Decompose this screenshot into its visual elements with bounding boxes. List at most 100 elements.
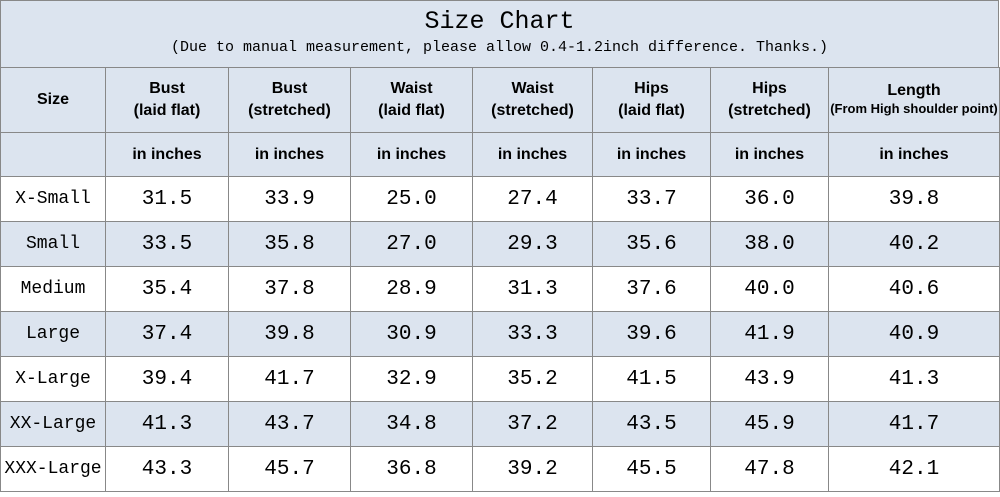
value-cell: 37.4: [105, 311, 229, 357]
units-row: in inches in inches in inches in inches in i…: [0, 132, 1000, 177]
unit-cell: in inches: [710, 132, 829, 177]
header-cell: Hips (stretched): [710, 67, 829, 133]
header-cell: Size: [0, 67, 106, 133]
header-cell: Hips (laid flat): [592, 67, 711, 133]
value-cell: 39.8: [228, 311, 351, 357]
data-row: Small 33.5 35.8 27.0 29.3 35.6 38.0 40.2: [0, 221, 1000, 267]
subtitle: (Due to manual measurement, please allow…: [170, 39, 829, 56]
header-text: (laid flat): [378, 102, 445, 119]
data-row: X-Large 39.4 41.7 32.9 35.2 41.5 43.9 41.3: [0, 356, 1000, 402]
value-cell: 41.5: [592, 356, 711, 402]
value-cell: 45.9: [710, 401, 829, 447]
header-row: Size Bust (laid flat) Bust (stretched) Waist (…: [0, 67, 1000, 133]
value-cell: 31.5: [105, 176, 229, 222]
value-cell: 27.4: [472, 176, 593, 222]
header-text: (From High shoulder point): [830, 101, 998, 116]
value-cell: 34.8: [350, 401, 473, 447]
value-cell: 41.3: [828, 356, 1000, 402]
value-cell: 29.3: [472, 221, 593, 267]
header-text: Waist: [511, 80, 554, 97]
title-box: Size Chart (Due to manual measurement, p…: [0, 0, 999, 68]
value-cell: 38.0: [710, 221, 829, 267]
header-text: (stretched): [248, 102, 331, 119]
value-cell: 35.2: [472, 356, 593, 402]
value-cell: 33.7: [592, 176, 711, 222]
value-cell: 41.7: [228, 356, 351, 402]
value-cell: 31.3: [472, 266, 593, 312]
size-cell: XXX-Large: [0, 446, 106, 492]
value-cell: 36.8: [350, 446, 473, 492]
header-text: Hips: [634, 80, 669, 97]
value-cell: 33.3: [472, 311, 593, 357]
header-text: (laid flat): [618, 102, 685, 119]
title: Size Chart: [424, 7, 575, 36]
value-cell: 41.3: [105, 401, 229, 447]
header-text: Bust: [149, 80, 185, 97]
data-row: X-Small 31.5 33.9 25.0 27.4 33.7 36.0 39.8: [0, 176, 1000, 222]
value-cell: 37.8: [228, 266, 351, 312]
value-cell: 41.7: [828, 401, 1000, 447]
header-cell: Waist (laid flat): [350, 67, 473, 133]
value-cell: 36.0: [710, 176, 829, 222]
size-cell: Small: [0, 221, 106, 267]
header-text: (stretched): [491, 102, 574, 119]
value-cell: 33.9: [228, 176, 351, 222]
size-cell: X-Small: [0, 176, 106, 222]
value-cell: 45.7: [228, 446, 351, 492]
size-table: Size Bust (laid flat) Bust (stretched) Waist (…: [0, 67, 1000, 492]
data-row: XX-Large 41.3 43.7 34.8 37.2 43.5 45.9 41.7: [0, 401, 1000, 447]
value-cell: 37.6: [592, 266, 711, 312]
empty-cell: [0, 132, 106, 177]
header-text: Length: [887, 82, 941, 99]
data-row: XXX-Large 43.3 45.7 36.8 39.2 45.5 47.8 42.1: [0, 446, 1000, 492]
header-text: Bust: [271, 80, 308, 97]
value-cell: 25.0: [350, 176, 473, 222]
value-cell: 43.9: [710, 356, 829, 402]
unit-cell: in inches: [828, 132, 1000, 177]
header-cell: Length (From High shoulder point): [828, 67, 1000, 133]
header-text: Waist: [390, 80, 433, 97]
unit-cell: in inches: [228, 132, 351, 177]
unit-cell: in inches: [472, 132, 593, 177]
size-cell: Medium: [0, 266, 106, 312]
value-cell: 43.3: [105, 446, 229, 492]
header-text: Hips: [752, 80, 787, 97]
value-cell: 39.4: [105, 356, 229, 402]
value-cell: 27.0: [350, 221, 473, 267]
value-cell: 43.7: [228, 401, 351, 447]
value-cell: 47.8: [710, 446, 829, 492]
data-row: Medium 35.4 37.8 28.9 31.3 37.6 40.0 40.6: [0, 266, 1000, 312]
unit-cell: in inches: [592, 132, 711, 177]
size-cell: X-Large: [0, 356, 106, 402]
value-cell: 41.9: [710, 311, 829, 357]
header-text: (laid flat): [133, 102, 201, 119]
value-cell: 42.1: [828, 446, 1000, 492]
value-cell: 35.6: [592, 221, 711, 267]
value-cell: 33.5: [105, 221, 229, 267]
header-text: Size: [36, 91, 69, 108]
value-cell: 39.8: [828, 176, 1000, 222]
size-cell: XX-Large: [0, 401, 106, 447]
value-cell: 32.9: [350, 356, 473, 402]
value-cell: 45.5: [592, 446, 711, 492]
value-cell: 37.2: [472, 401, 593, 447]
unit-cell: in inches: [350, 132, 473, 177]
unit-cell: in inches: [105, 132, 229, 177]
value-cell: 43.5: [592, 401, 711, 447]
value-cell: 39.6: [592, 311, 711, 357]
value-cell: 35.4: [105, 266, 229, 312]
value-cell: 40.0: [710, 266, 829, 312]
header-cell: Bust (laid flat): [105, 67, 229, 133]
value-cell: 40.2: [828, 221, 1000, 267]
value-cell: 35.8: [228, 221, 351, 267]
data-row: Large 37.4 39.8 30.9 33.3 39.6 41.9 40.9: [0, 311, 1000, 357]
header-text: (stretched): [728, 102, 811, 119]
value-cell: 39.2: [472, 446, 593, 492]
size-cell: Large: [0, 311, 106, 357]
header-cell: Bust (stretched): [228, 67, 351, 133]
value-cell: 30.9: [350, 311, 473, 357]
value-cell: 40.9: [828, 311, 1000, 357]
header-cell: Waist (stretched): [472, 67, 593, 133]
value-cell: 40.6: [828, 266, 1000, 312]
